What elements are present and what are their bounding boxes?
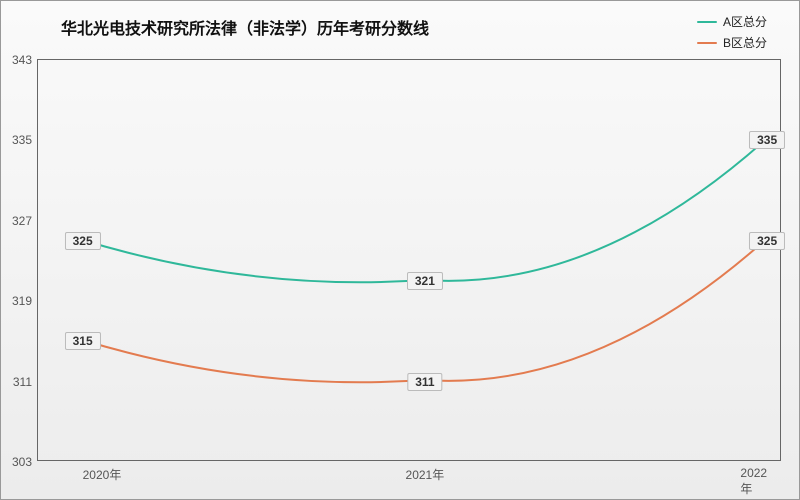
plot-area: 3033113193273353432020年2021年2022年3253213… xyxy=(37,59,781,461)
chart-title: 华北光电技术研究所法律（非法学）历年考研分数线 xyxy=(61,15,429,39)
data-label: 325 xyxy=(749,232,785,250)
y-tick-label: 319 xyxy=(12,294,32,308)
y-tick-label: 311 xyxy=(13,375,32,389)
data-label: 311 xyxy=(407,373,442,391)
x-tick-label: 2020年 xyxy=(83,466,122,483)
data-label: 321 xyxy=(407,272,443,290)
legend-label-b: B区总分 xyxy=(723,34,767,51)
y-tick-label: 343 xyxy=(12,53,32,67)
series-line xyxy=(83,240,766,382)
series-line xyxy=(83,140,766,282)
chart-svg xyxy=(38,60,780,460)
legend: A区总分 B区总分 xyxy=(697,13,767,55)
legend-item-b: B区总分 xyxy=(697,34,767,51)
x-tick-label: 2021年 xyxy=(406,466,445,483)
legend-item-a: A区总分 xyxy=(697,13,767,30)
data-label: 315 xyxy=(65,332,101,350)
y-tick-label: 327 xyxy=(12,214,32,228)
data-label: 335 xyxy=(749,131,785,149)
legend-swatch-b xyxy=(697,42,717,44)
legend-label-a: A区总分 xyxy=(723,13,767,30)
data-label: 325 xyxy=(65,232,101,250)
legend-swatch-a xyxy=(697,21,717,23)
y-tick-label: 335 xyxy=(12,133,32,147)
y-tick-label: 303 xyxy=(12,455,32,469)
x-tick-label: 2022年 xyxy=(740,466,767,497)
